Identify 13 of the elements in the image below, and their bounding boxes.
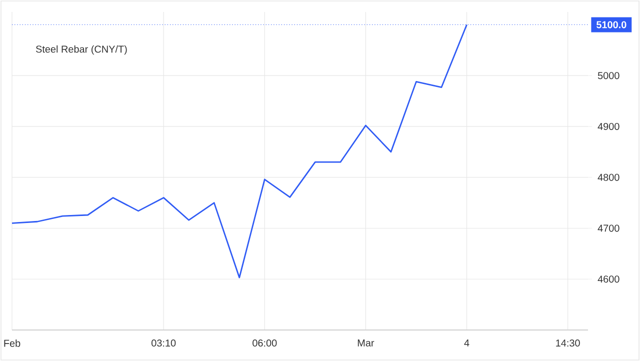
y-tick-label: 4800 xyxy=(598,174,620,181)
y-tick-label: 4900 xyxy=(598,122,620,130)
ref-line-label: 5100.0 xyxy=(596,21,626,28)
y-tick-label: 5000 xyxy=(598,72,620,80)
x-tick-label: 03:10 xyxy=(152,340,176,347)
x-tick-label: 4 xyxy=(464,340,470,346)
x-tick-label: Mar xyxy=(358,340,374,346)
text: Steel Rebar (CNY/T) xyxy=(36,45,127,55)
y-tick-label: 4600 xyxy=(598,276,620,283)
x-tick-label: Feb xyxy=(4,340,20,347)
x-tick-label: 06:00 xyxy=(252,340,277,347)
y-tick-label: 4700 xyxy=(598,224,620,232)
x-tick-label: 14:30 xyxy=(556,340,580,347)
